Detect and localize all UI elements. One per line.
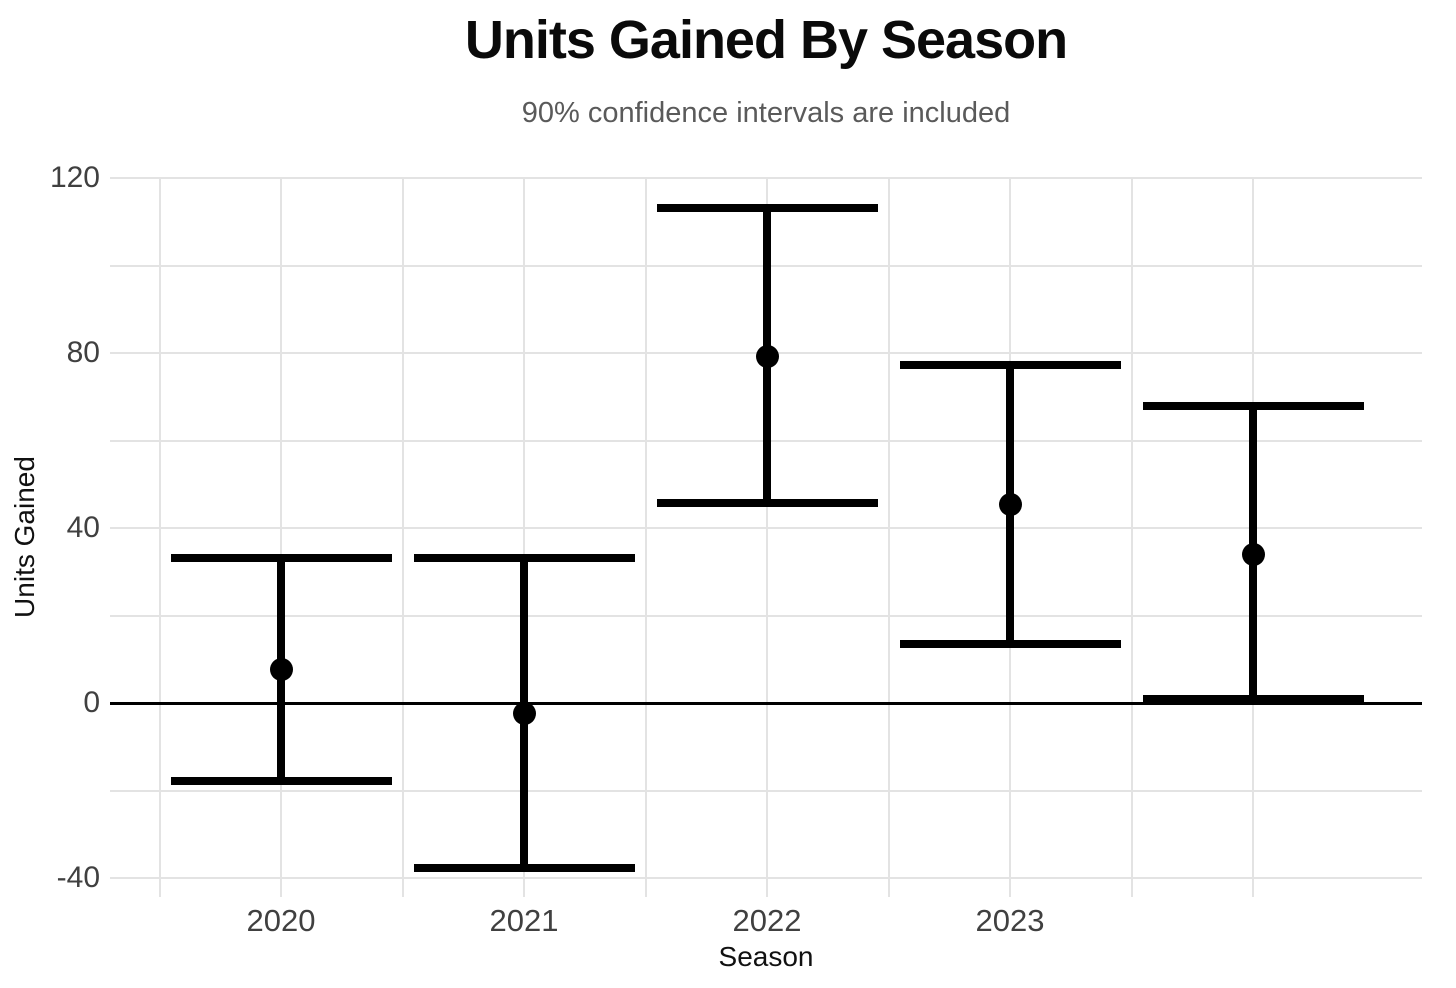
error-bar-cap-lower [170, 777, 392, 786]
chart-title: Units Gained By Season [464, 10, 1068, 70]
y-tick-label: -40 [56, 861, 100, 895]
gridline-vertical-major [280, 178, 282, 897]
error-bar-cap-lower [899, 639, 1121, 648]
gridline-vertical-minor [887, 178, 890, 897]
y-tick-label: 120 [49, 161, 100, 194]
y-tick-label: 0 [83, 686, 100, 720]
mean-point [269, 658, 293, 682]
mean-point [512, 701, 536, 725]
error-bar-cap-lower [656, 498, 878, 507]
error-bar-cap-lower [413, 863, 635, 872]
gridline-vertical-minor [1130, 178, 1133, 897]
gridline-vertical-major [766, 178, 768, 897]
plot-panel [110, 177, 1422, 897]
y-tick-label: 80 [66, 336, 100, 370]
x-tick-label: 2021 [489, 903, 559, 938]
zero-line [110, 701, 1422, 705]
error-bar-cap-upper [656, 204, 878, 213]
error-bar-cap-lower [1142, 695, 1364, 704]
y-tick-label: 40 [66, 511, 100, 545]
gridline-vertical-major [523, 178, 525, 897]
error-bar-cap-upper [170, 554, 392, 563]
gridline-vertical-minor [644, 178, 647, 897]
x-tick-label: 2023 [975, 903, 1045, 938]
mean-point [1241, 542, 1265, 566]
error-bar-cap-upper [899, 360, 1121, 369]
error-bar-cap-upper [413, 554, 635, 563]
error-bar-cap-upper [1142, 402, 1364, 411]
x-tick-label: 2022 [732, 903, 802, 938]
gridline-vertical-minor [401, 178, 404, 897]
mean-point [998, 492, 1022, 516]
mean-point [755, 344, 779, 368]
gridline-vertical-minor [158, 178, 161, 897]
x-tick-label: 2020 [246, 903, 316, 938]
chart-subtitle: 90% confidence intervals are included [521, 97, 1011, 129]
x-axis-title: Season [718, 941, 814, 972]
